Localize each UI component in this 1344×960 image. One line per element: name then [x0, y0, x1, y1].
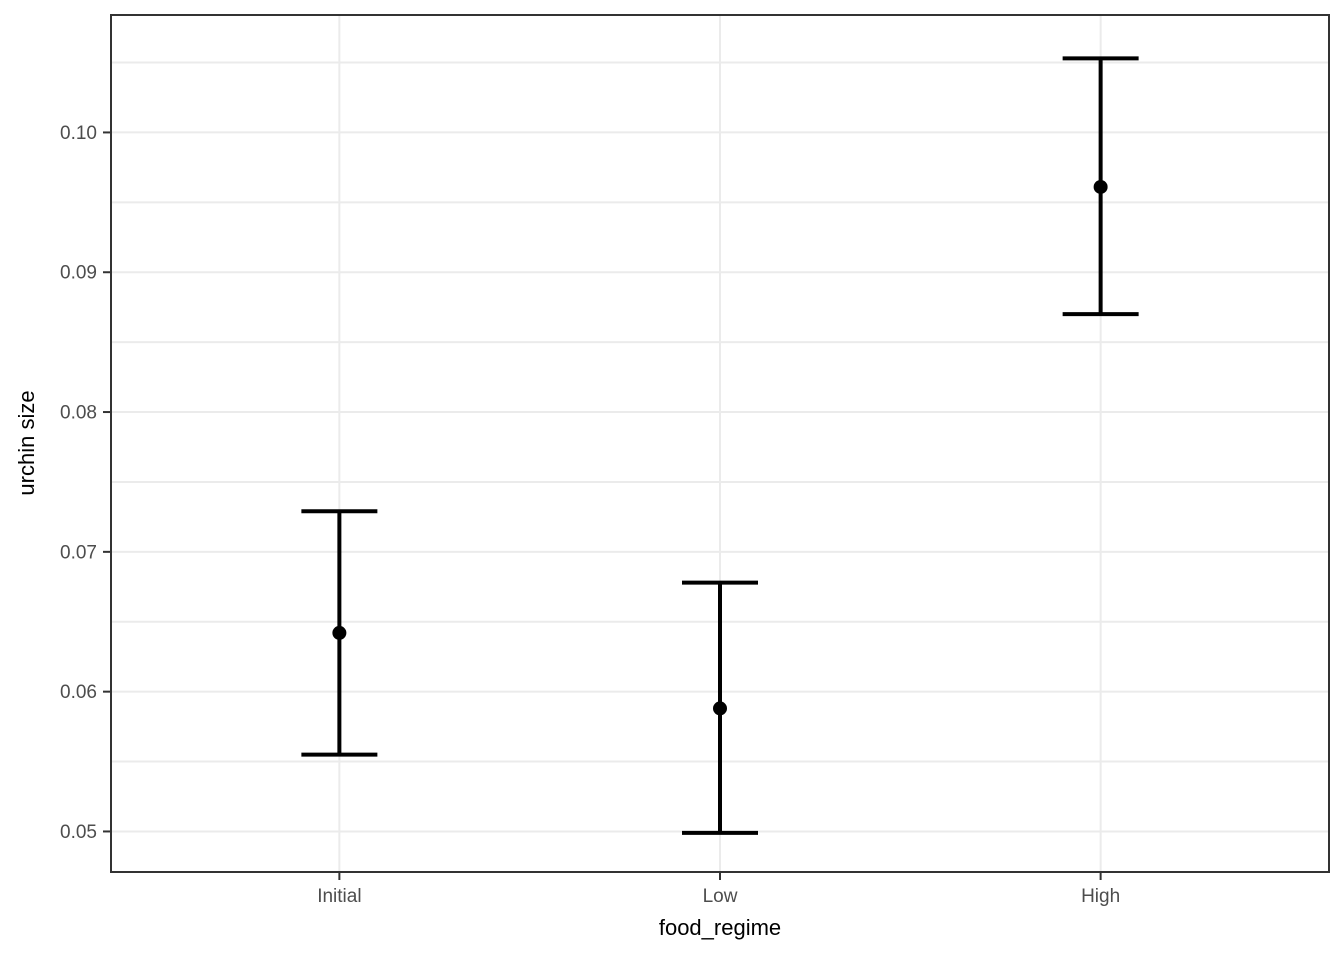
x-tick-label-initial: Initial	[317, 886, 361, 907]
y-axis-title: urchin size	[14, 390, 39, 496]
data-point-low	[713, 701, 727, 716]
x-axis-title: food_regime	[658, 915, 782, 940]
data-point-initial	[332, 625, 347, 640]
y-tick-label-0.05: 0.05	[60, 822, 97, 843]
y-tick-label-0.10: 0.10	[60, 123, 97, 144]
y-tick-label-0.08: 0.08	[60, 403, 97, 424]
x-tick-label-high: High	[1081, 886, 1120, 907]
data-point-high	[1093, 179, 1108, 194]
y-tick-label-0.09: 0.09	[60, 263, 97, 284]
y-tick-label-0.06: 0.06	[60, 682, 97, 703]
y-tick-label-0.07: 0.07	[60, 542, 97, 563]
x-tick-label-low: Low	[703, 886, 738, 907]
panel-border	[110, 14, 1330, 873]
